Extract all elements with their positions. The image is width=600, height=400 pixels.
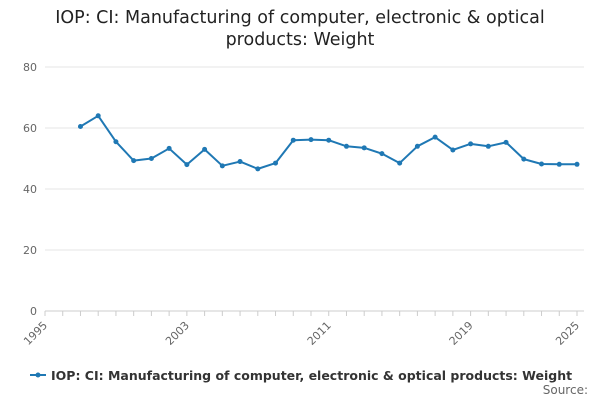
- grid-lines: [45, 66, 584, 251]
- data-point[interactable]: [432, 134, 438, 140]
- data-point[interactable]: [468, 141, 474, 147]
- data-point[interactable]: [361, 145, 367, 151]
- data-point[interactable]: [450, 147, 456, 153]
- data-point[interactable]: [113, 139, 119, 145]
- data-point[interactable]: [273, 160, 279, 166]
- data-point[interactable]: [326, 137, 332, 143]
- legend-label: IOP: CI: Manufacturing of computer, elec…: [51, 367, 573, 383]
- data-point[interactable]: [202, 146, 208, 152]
- chart-title-line-2: products: Weight: [225, 30, 375, 50]
- source-label: Source:: [542, 383, 588, 397]
- tick-labels: 0 20 40 60 80 1995 2003 2011 2019 2025: [21, 61, 582, 348]
- data-point[interactable]: [503, 139, 509, 145]
- series-layer: [77, 113, 580, 172]
- data-point[interactable]: [219, 163, 225, 169]
- data-point[interactable]: [290, 137, 296, 143]
- legend-line-marker-icon: [30, 372, 46, 378]
- data-point[interactable]: [308, 137, 314, 143]
- data-point[interactable]: [148, 156, 154, 161]
- y-tick-label: 20: [23, 244, 37, 257]
- data-point[interactable]: [184, 162, 190, 168]
- x-tick-label: 2003: [163, 319, 192, 348]
- axes: [44, 310, 584, 316]
- data-point[interactable]: [255, 166, 261, 172]
- x-tick-label: 2025: [553, 319, 582, 348]
- data-point[interactable]: [485, 143, 491, 149]
- data-point[interactable]: [521, 156, 527, 162]
- x-tick-label: 2011: [305, 319, 334, 348]
- data-point[interactable]: [131, 158, 137, 164]
- data-point[interactable]: [574, 161, 580, 167]
- y-tick-label: 60: [23, 122, 37, 135]
- y-tick-label: 0: [30, 305, 37, 318]
- data-point[interactable]: [556, 161, 562, 167]
- data-point[interactable]: [237, 159, 243, 165]
- y-tick-label: 40: [23, 183, 37, 196]
- data-point[interactable]: [77, 123, 83, 129]
- x-tick-label: 2019: [447, 319, 476, 348]
- legend[interactable]: IOP: CI: Manufacturing of computer, elec…: [29, 367, 572, 383]
- y-tick-label: 80: [23, 61, 37, 74]
- data-point[interactable]: [539, 161, 545, 167]
- data-point[interactable]: [95, 113, 101, 119]
- data-point[interactable]: [414, 143, 420, 149]
- chart-title-line-1: IOP: CI: Manufacturing of computer, elec…: [55, 8, 545, 28]
- data-point[interactable]: [343, 143, 349, 149]
- chart-title: IOP: CI: Manufacturing of computer, elec…: [0, 7, 600, 51]
- data-point[interactable]: [166, 145, 172, 151]
- data-point[interactable]: [379, 151, 385, 157]
- x-tick-label: 1995: [21, 319, 50, 348]
- data-point[interactable]: [397, 160, 403, 166]
